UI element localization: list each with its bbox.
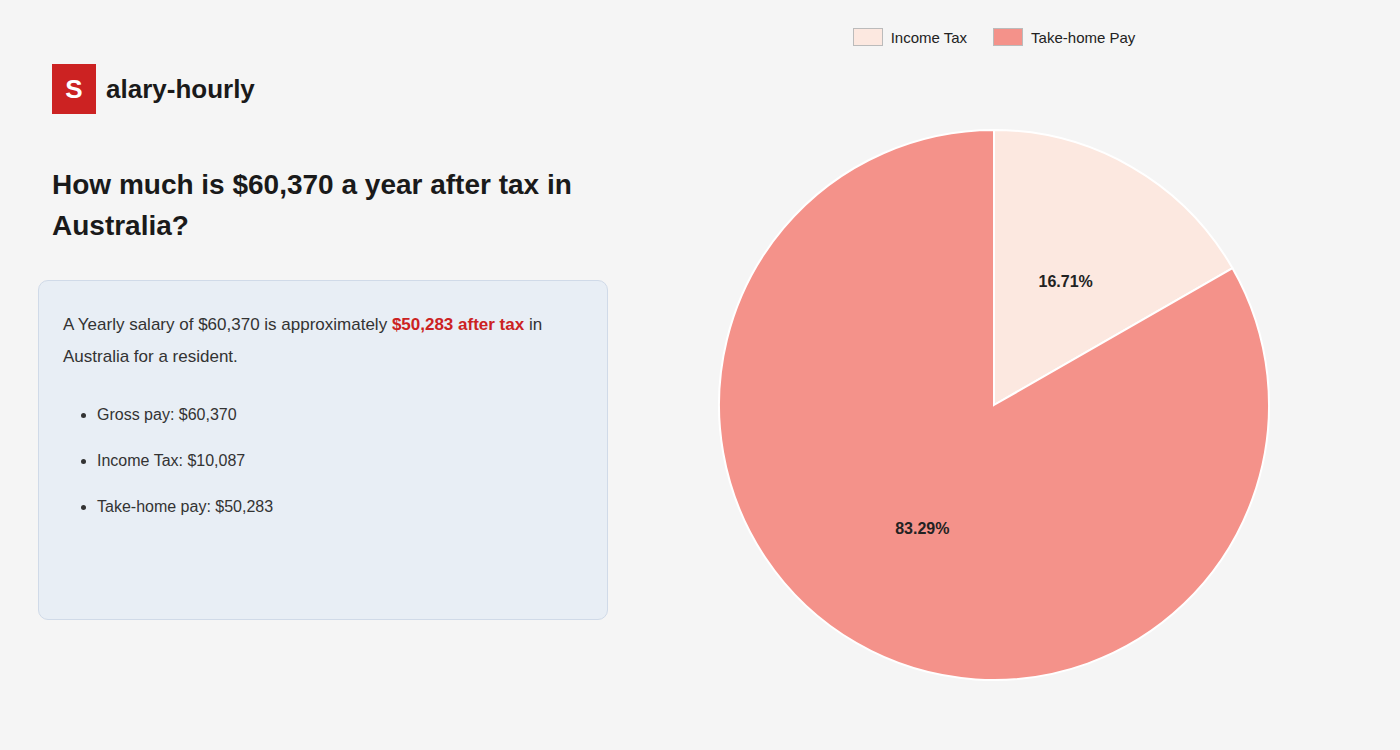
- body-text-part: A Yearly salary of $60,370 is approximat…: [63, 315, 392, 334]
- legend-item: Take-home Pay: [993, 28, 1135, 46]
- body-text-part: in: [524, 315, 542, 334]
- body-highlight: $50,283 after tax: [392, 315, 524, 334]
- legend-label: Take-home Pay: [1031, 29, 1135, 46]
- title: How much is $60,370 a year after tax in …: [52, 165, 612, 246]
- chart-panel: Income Tax Take-home Pay 16.71% 83.29%: [644, 0, 1400, 750]
- bullet-item: Income Tax: $10,087: [97, 438, 583, 484]
- legend-swatch: [993, 28, 1023, 46]
- legend-swatch: [853, 28, 883, 46]
- pie-chart: 16.71% 83.29%: [644, 0, 1400, 750]
- text-panel: Salary-hourly How much is $60,370 a year …: [0, 0, 644, 750]
- legend: Income Tax Take-home Pay: [644, 28, 1344, 46]
- data-label: 83.29%: [895, 520, 949, 537]
- logo-box: S: [52, 64, 96, 114]
- legend-label: Income Tax: [891, 29, 967, 46]
- bullet-item: Take-home pay: $50,283: [97, 484, 583, 530]
- body-text-part: Australia for a resident.: [63, 347, 238, 366]
- bullet-item: Gross pay: $60,370: [97, 392, 583, 438]
- logo: Salary-hourly: [52, 64, 255, 114]
- info-box: A Yearly salary of $60,370 is approximat…: [38, 280, 608, 620]
- logo-text: alary-hourly: [106, 74, 255, 105]
- pie-slice: [719, 130, 1269, 680]
- body-text: A Yearly salary of $60,370 is approximat…: [63, 309, 583, 374]
- data-label: 16.71%: [1039, 273, 1093, 290]
- legend-item: Income Tax: [853, 28, 967, 46]
- bullet-list: Gross pay: $60,370Income Tax: $10,087Tak…: [63, 392, 583, 531]
